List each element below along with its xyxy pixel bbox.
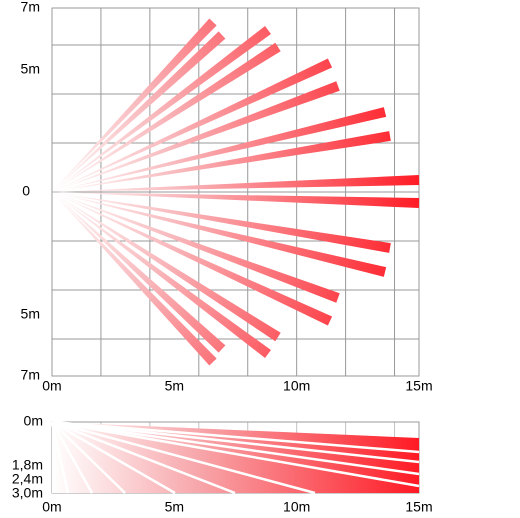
y-label: 5m: [21, 61, 40, 77]
y-label: 7m: [21, 0, 40, 15]
y-label: 1,8m: [12, 457, 43, 473]
beam-gap: [50, 421, 70, 494]
beam: [52, 18, 217, 192]
beam: [52, 175, 420, 192]
x-label: 5m: [165, 378, 184, 394]
x-label: 10m: [283, 499, 310, 515]
y-label: 0m: [24, 413, 43, 429]
x-label: 15m: [405, 499, 432, 515]
top-grid: [51, 7, 420, 377]
beam-gap: [51, 420, 176, 495]
beam: [52, 31, 226, 192]
beam: [52, 192, 226, 353]
side-beams: [50, 420, 420, 495]
x-label: 0m: [42, 378, 61, 394]
y-label: 7m: [21, 367, 40, 383]
x-label: 15m: [405, 378, 432, 394]
beam: [52, 58, 333, 193]
beam: [52, 192, 340, 303]
beam-gap: [51, 420, 420, 464]
beam: [52, 192, 271, 358]
beam: [52, 81, 340, 192]
y-label: 2,4m: [12, 471, 43, 487]
beam: [52, 107, 387, 192]
beam: [52, 192, 420, 208]
beam: [52, 192, 281, 342]
beam: [52, 192, 217, 366]
x-label: 0m: [42, 499, 61, 515]
beam: [52, 192, 391, 253]
beam: [52, 192, 333, 326]
x-label: 10m: [283, 378, 310, 394]
beam-gap: [51, 420, 420, 454]
beam-gap: [51, 421, 126, 494]
y-label: 3,0m: [12, 485, 43, 501]
beam: [52, 192, 387, 277]
beam: [52, 26, 271, 192]
beam-gap: [51, 420, 420, 476]
x-label: 5m: [165, 499, 184, 515]
beam-gap: [50, 421, 94, 494]
beam: [52, 131, 391, 192]
y-label: 0: [22, 183, 30, 199]
beam: [52, 42, 281, 193]
y-label: 5m: [21, 306, 40, 322]
beam-gap: [51, 420, 420, 488]
beam-gap: [51, 420, 236, 495]
beam-gap: [51, 420, 316, 495]
top-beams: [52, 18, 420, 366]
